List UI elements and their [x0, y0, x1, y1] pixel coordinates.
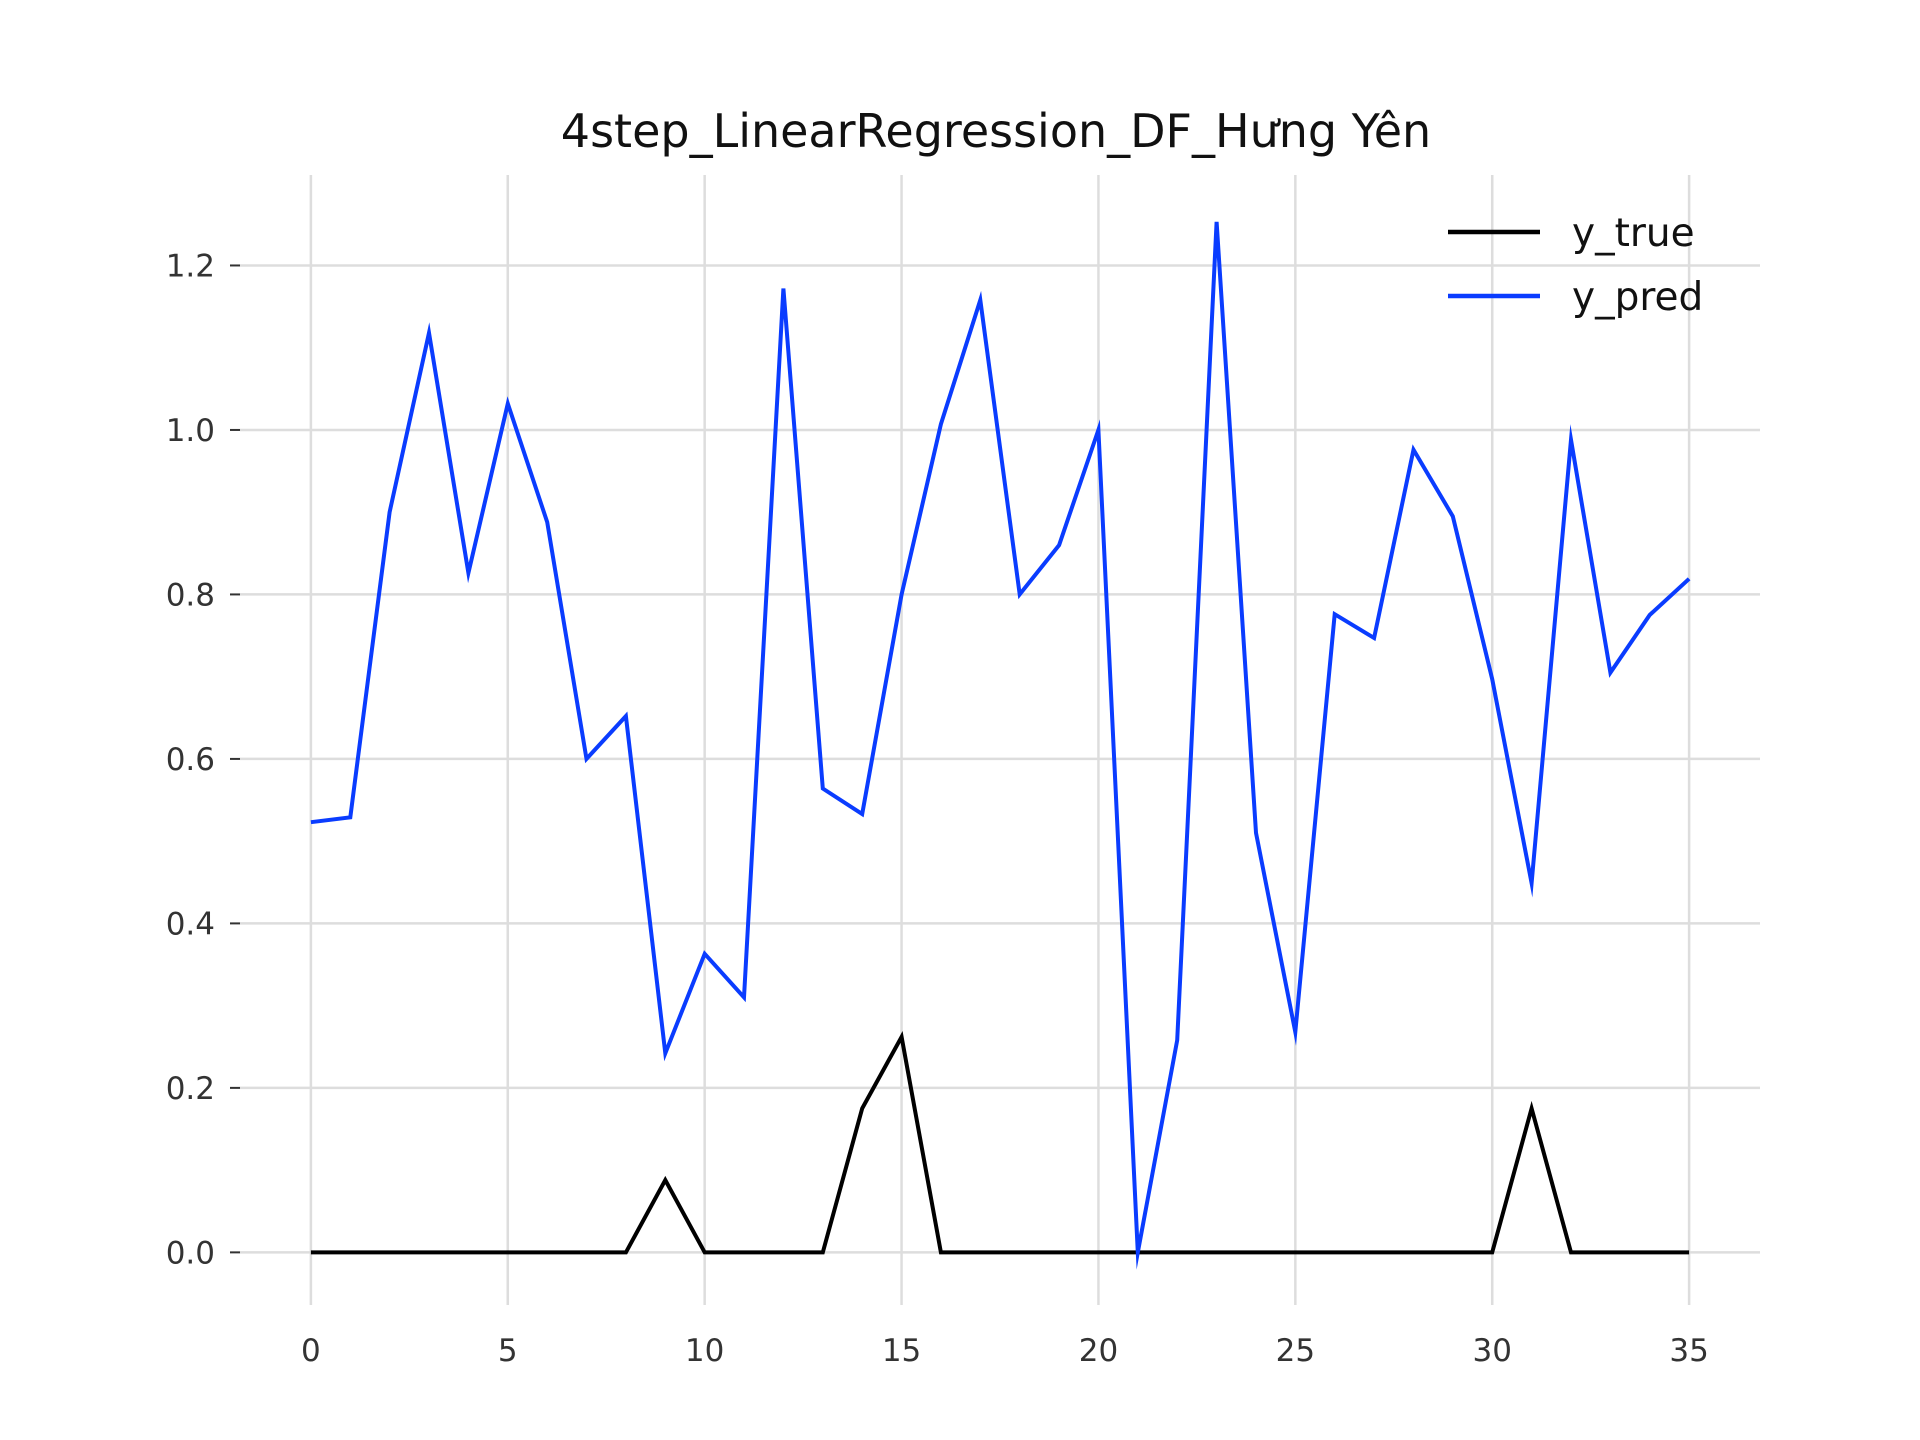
- x-tick-label: 15: [882, 1333, 921, 1369]
- x-tick-label: 25: [1276, 1333, 1315, 1369]
- grid: [240, 175, 1760, 1305]
- series-line-y-true: [310, 1031, 1690, 1255]
- legend-label: y_pred: [1572, 275, 1703, 320]
- chart-title: 4step_LinearRegression_DF_Hưng Yên: [561, 104, 1431, 158]
- y-tick-label: 1.0: [166, 413, 215, 449]
- x-tick-label: 10: [685, 1333, 724, 1369]
- x-tick-label: 35: [1669, 1333, 1708, 1369]
- axes: 0 5 10 15 20 25 30 35 0.0 0.2 0.4 0.6 0.8 1.0 1.2: [166, 248, 1709, 1369]
- y-tick-label: 0.2: [166, 1071, 215, 1107]
- x-tick-label: 30: [1473, 1333, 1512, 1369]
- x-tick-label: 5: [498, 1333, 518, 1369]
- legend: y_true y_pred: [1448, 211, 1703, 320]
- y-tick-label: 0.6: [166, 742, 215, 778]
- y-tick-label: 0.4: [166, 906, 215, 942]
- series-line-y-pred: [310, 221, 1691, 1270]
- y-tick-label: 0.8: [166, 577, 215, 613]
- y-tick-label: 0.0: [166, 1235, 215, 1271]
- x-tick-label: 0: [301, 1333, 321, 1369]
- series-lines: [310, 221, 1691, 1270]
- legend-label: y_true: [1572, 211, 1695, 256]
- x-tick-label: 20: [1079, 1333, 1118, 1369]
- y-tick-label: 1.2: [166, 248, 215, 284]
